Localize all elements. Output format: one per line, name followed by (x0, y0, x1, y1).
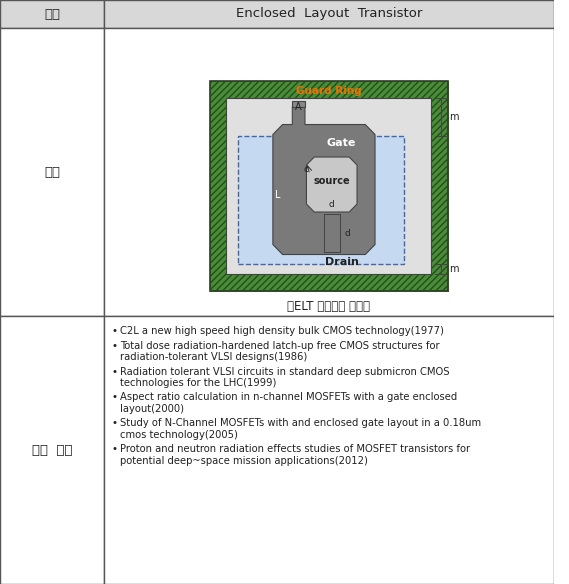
Text: 제목: 제목 (44, 8, 60, 20)
Text: radiation-tolerant VLSI designs(1986): radiation-tolerant VLSI designs(1986) (119, 352, 307, 362)
Text: Aspect ratio calculation in n-channel MOSFETs with a gate enclosed: Aspect ratio calculation in n-channel MO… (119, 392, 457, 402)
Text: C2L a new high speed high density bulk CMOS technology(1977): C2L a new high speed high density bulk C… (119, 326, 443, 336)
Bar (0, 28, 104, 316)
Bar (226, 98, 431, 274)
Text: Drain: Drain (324, 257, 358, 267)
Text: 〈ELT 내방사선 구조〉: 〈ELT 내방사선 구조〉 (287, 300, 370, 312)
Text: •: • (112, 340, 118, 351)
Text: 구조: 구조 (44, 165, 60, 179)
Text: Total dose radiation-hardened latch-up free CMOS structures for: Total dose radiation-hardened latch-up f… (119, 340, 439, 351)
Bar (104, 316, 554, 584)
Text: Gate: Gate (327, 137, 356, 148)
Bar (104, 28, 554, 316)
Text: Radiation tolerant VLSI circuits in standard deep submicron CMOS: Radiation tolerant VLSI circuits in stan… (119, 367, 449, 377)
Text: Study of N-Channel MOSFETs with and enclosed gate layout in a 0.18um: Study of N-Channel MOSFETs with and encl… (119, 418, 481, 429)
Polygon shape (307, 157, 357, 212)
Text: •: • (112, 392, 118, 402)
Bar (209, 81, 448, 291)
Text: m: m (449, 264, 459, 274)
Text: technologies for the LHC(1999): technologies for the LHC(1999) (119, 378, 276, 388)
Bar (104, 0, 554, 28)
Text: •: • (112, 444, 118, 454)
Circle shape (45, 165, 59, 179)
Text: Enclosed  Layout  Transistor: Enclosed Layout Transistor (236, 8, 422, 20)
Bar (292, 101, 305, 106)
Text: m: m (449, 112, 459, 122)
Text: d: d (329, 200, 335, 208)
Text: d: d (344, 228, 350, 238)
Text: •: • (112, 418, 118, 429)
Text: source: source (314, 176, 350, 186)
Bar (0, 316, 104, 584)
Polygon shape (273, 106, 375, 255)
Text: Guard Ring: Guard Ring (296, 86, 362, 96)
Bar (209, 81, 448, 291)
Text: L: L (275, 190, 281, 200)
Text: potential deep~space mission applications(2012): potential deep~space mission application… (119, 456, 368, 465)
Text: c: c (303, 165, 308, 174)
Text: layout(2000): layout(2000) (119, 404, 184, 413)
Text: •: • (112, 326, 118, 336)
Text: 관련  문헌: 관련 문헌 (32, 443, 72, 457)
Text: Proton and neutron radiation effects studies of MOSFET transistors for: Proton and neutron radiation effects stu… (119, 444, 470, 454)
Bar (0, 0, 104, 28)
Bar (238, 136, 404, 264)
Text: cmos technology(2005): cmos technology(2005) (119, 430, 237, 440)
Text: A: A (295, 102, 302, 112)
Text: •: • (112, 367, 118, 377)
